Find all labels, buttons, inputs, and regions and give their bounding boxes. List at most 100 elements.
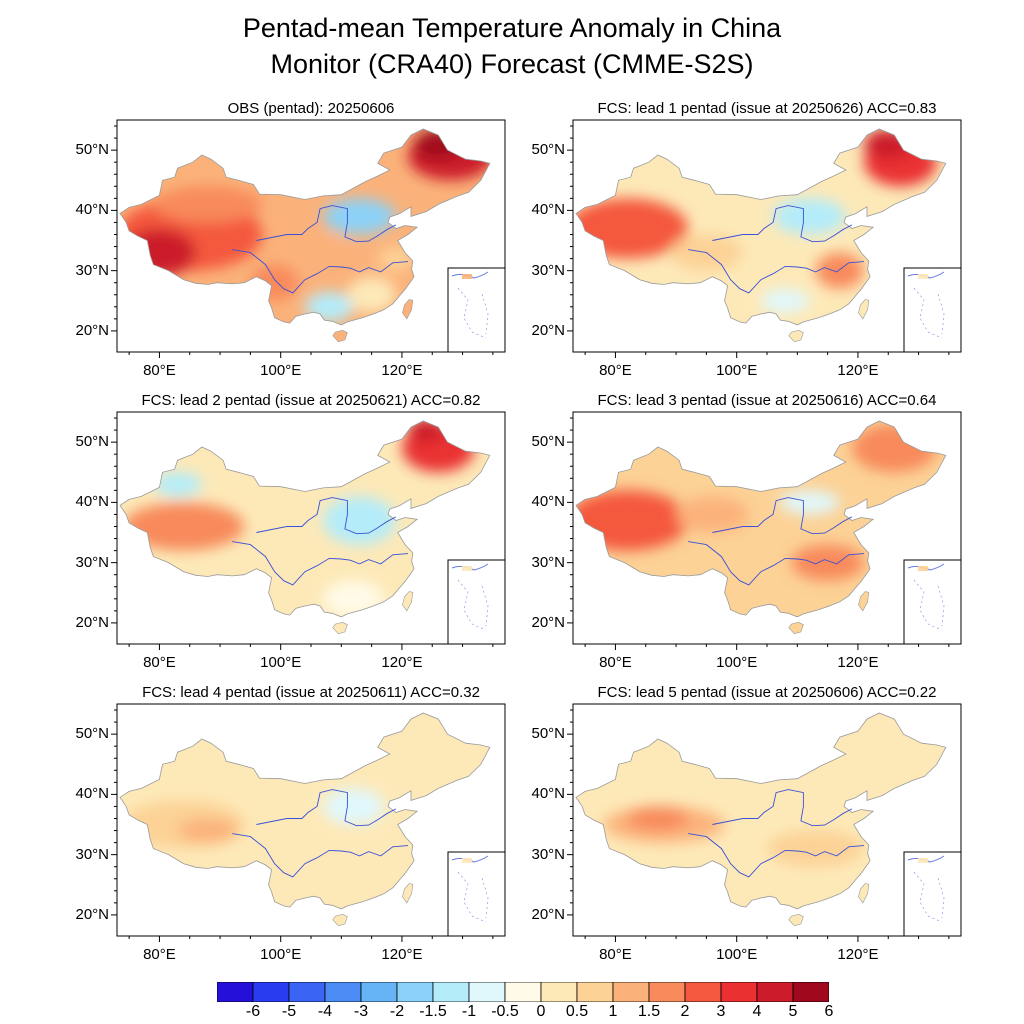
china-border <box>119 712 491 910</box>
lon-tick-label: 80°E <box>143 362 176 379</box>
panel-title: FCS: lead 1 pentad (issue at 20250626) A… <box>597 100 937 117</box>
china-anomaly-map <box>111 703 506 942</box>
hainan-island <box>332 913 348 927</box>
lat-tick-label: 50°N <box>531 433 565 451</box>
south-china-sea-inset <box>447 559 506 645</box>
lat-tick-label: 30°N <box>531 553 565 571</box>
lat-tick-label: 50°N <box>531 725 565 743</box>
lon-tick-label: 120°E <box>381 946 423 963</box>
lon-tick-label: 120°E <box>381 362 423 379</box>
colorbar-label: 6 <box>824 1003 834 1020</box>
hainan-island <box>788 621 804 635</box>
lat-tick-label: 20°N <box>75 613 109 631</box>
lat-tick-label: 30°N <box>75 261 109 279</box>
lon-tick-label: 80°E <box>143 946 176 963</box>
china-border <box>119 128 491 326</box>
hainan-island <box>332 329 348 343</box>
taiwan-island <box>402 591 414 612</box>
colorbar-swatch <box>252 982 290 1002</box>
yangtze-river <box>688 833 865 878</box>
lon-tick-label: 80°E <box>599 654 632 671</box>
china-anomaly-map <box>567 411 962 650</box>
map-panel-3: FCS: lead 2 pentad (issue at 20250621) A… <box>75 392 506 671</box>
lat-tick-label: 50°N <box>75 433 109 451</box>
colorbar-swatch <box>576 982 614 1002</box>
yellow-river <box>256 205 397 243</box>
anomaly-region <box>779 490 840 515</box>
anomaly-region <box>791 544 864 581</box>
anomaly-region <box>851 424 937 473</box>
colorbar-label: 4 <box>752 1003 762 1020</box>
colorbar-label: -1.5 <box>419 1003 447 1020</box>
colorbar-swatch <box>324 982 362 1002</box>
lon-tick-label: 120°E <box>381 654 423 671</box>
colorbar-label: 0.5 <box>565 1003 589 1020</box>
anomaly-region <box>767 830 864 867</box>
anomaly-region <box>359 842 421 879</box>
colorbar-swatch <box>288 982 326 1002</box>
hainan-island <box>788 913 804 927</box>
colorbar-swatch <box>756 982 794 1002</box>
lon-tick-label: 120°E <box>837 654 879 671</box>
anomaly-region <box>153 472 202 497</box>
colorbar-swatch <box>217 982 254 1002</box>
colorbar-label: 1.5 <box>637 1003 661 1020</box>
lon-tick-label: 80°E <box>599 362 632 379</box>
lat-tick-label: 40°N <box>75 201 109 219</box>
figure-title: Pentad-mean Temperature Anomaly in China <box>242 13 782 43</box>
lon-tick-label: 100°E <box>260 362 302 379</box>
hainan-island <box>332 621 348 635</box>
panel-title: FCS: lead 4 pentad (issue at 20250611) A… <box>142 684 480 701</box>
taiwan-island <box>858 591 870 612</box>
lat-tick-label: 40°N <box>75 785 109 803</box>
anomaly-region <box>414 129 463 160</box>
colorbar-swatch <box>792 982 829 1002</box>
south-china-sea-inset <box>903 851 962 937</box>
panel-title: FCS: lead 5 pentad (issue at 20250606) A… <box>597 684 937 701</box>
figure-subtitle: Monitor (CRA40) Forecast (CMME-S2S) <box>270 49 754 79</box>
anomaly-region <box>304 291 354 322</box>
anomaly-region <box>347 276 396 313</box>
colorbar-swatch <box>612 982 650 1002</box>
colorbar-swatch <box>648 982 686 1002</box>
taiwan-island <box>402 299 414 320</box>
south-china-sea-inset <box>903 559 962 645</box>
colorbar-label: 1 <box>608 1003 618 1020</box>
china-anomaly-map <box>567 703 962 942</box>
yangtze-river <box>688 541 865 586</box>
china-border <box>575 712 947 910</box>
anomaly-region <box>377 246 415 271</box>
map-panel-2: FCS: lead 1 pentad (issue at 20250626) A… <box>531 100 962 379</box>
colorbar-label: -4 <box>317 1003 333 1020</box>
lon-tick-label: 100°E <box>260 946 302 963</box>
colorbar-label: 2 <box>680 1003 690 1020</box>
lat-tick-label: 50°N <box>75 141 109 159</box>
colorbar-label: -6 <box>245 1003 261 1020</box>
colorbar <box>217 982 829 1002</box>
anomaly-region <box>815 252 864 289</box>
lon-tick-label: 100°E <box>260 654 302 671</box>
lat-tick-label: 50°N <box>531 141 565 159</box>
china-border <box>575 420 947 618</box>
anomaly-region <box>760 288 810 313</box>
anomaly-region <box>323 580 384 617</box>
anomaly-region <box>408 421 445 443</box>
colorbar-swatch <box>504 982 542 1002</box>
lat-tick-label: 30°N <box>75 553 109 571</box>
colorbar-label: -2 <box>389 1003 405 1020</box>
taiwan-island <box>402 883 414 904</box>
china-border <box>575 128 947 326</box>
colorbar-label: -1 <box>461 1003 477 1020</box>
anomaly-region <box>323 788 384 825</box>
colorbar-label: 3 <box>716 1003 726 1020</box>
colorbar-swatch <box>468 982 506 1002</box>
lat-tick-label: 30°N <box>531 845 565 863</box>
map-panel-6: FCS: lead 5 pentad (issue at 20250606) A… <box>531 684 962 963</box>
panel-title: FCS: lead 2 pentad (issue at 20250621) A… <box>141 392 481 409</box>
colorbar-swatch <box>684 982 722 1002</box>
lat-tick-label: 40°N <box>75 493 109 511</box>
lat-tick-label: 20°N <box>531 613 565 631</box>
lon-tick-label: 80°E <box>599 946 632 963</box>
colorbar-swatch <box>360 982 398 1002</box>
lat-tick-label: 30°N <box>75 845 109 863</box>
